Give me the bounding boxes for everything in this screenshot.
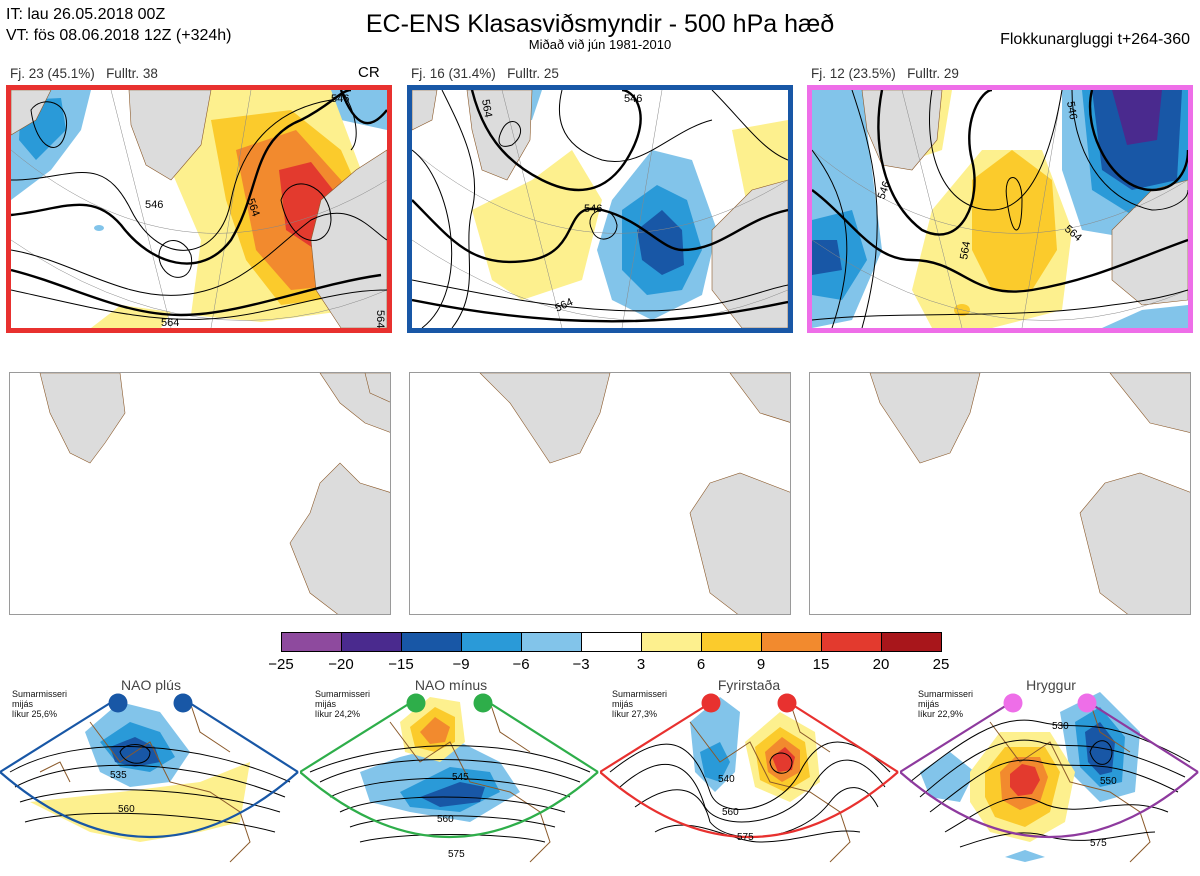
colorbar-cell — [341, 632, 402, 652]
c1-lbl-546b: 546 — [331, 93, 349, 105]
nao-plus-lbl-560: 560 — [118, 804, 135, 815]
c1-lbl-546a: 546 — [145, 199, 163, 211]
nao-minus-lbl-575: 575 — [448, 849, 465, 860]
c2-lbl-546b: 546 — [624, 93, 642, 105]
cluster1-members: Fulltr. 38 — [106, 66, 158, 81]
nao-minus-lbl-560: 560 — [437, 814, 454, 825]
colorbar-cell — [641, 632, 702, 652]
nao-minus-note: Sumarmisseri mijás líkur 24,2% — [315, 689, 371, 719]
colorbar-cell — [461, 632, 522, 652]
empty-map-1 — [9, 372, 391, 615]
fyrirstada-title: Fyrirstaða — [717, 677, 781, 693]
nao-plus-marker-right-icon — [173, 693, 193, 713]
cluster3-map: 546 564 564 546 — [807, 85, 1193, 333]
nao-minus-title: NAO mínus — [414, 677, 488, 693]
nao-minus-marker-right-icon — [473, 693, 493, 713]
colorbar-tick-label: 6 — [696, 656, 706, 673]
nao-minus-lbl-545: 545 — [452, 772, 469, 783]
colorbar-cell — [281, 632, 342, 652]
colorbar-tick-label: −25 — [268, 656, 294, 673]
cluster1-percent: Fj. 23 (45.1%) — [10, 66, 95, 81]
colorbar-cell — [581, 632, 642, 652]
fyrirstada-note: Sumarmisseri mijás líkur 27,3% — [612, 689, 668, 719]
colorbar-tick-label: −3 — [572, 656, 590, 673]
cluster1-label: Fj. 23 (45.1%) Fulltr. 38 — [10, 66, 158, 81]
forecast-times: IT: lau 26.05.2018 00Z VT: fös 08.06.201… — [6, 4, 231, 46]
nao-plus-marker-left-icon — [108, 693, 128, 713]
cluster2-members: Fulltr. 25 — [507, 66, 559, 81]
colorbar-cell — [821, 632, 882, 652]
colorbar-tick-label: −20 — [328, 656, 354, 673]
hryggur-note: Sumarmisseri mijás líkur 22,9% — [918, 689, 974, 719]
fyrirstada-lbl-575: 575 — [737, 832, 754, 843]
init-time: IT: lau 26.05.2018 00Z — [6, 6, 166, 23]
hryggur-lbl-530: 530 — [1052, 721, 1069, 732]
fyrirstada-marker-right-icon — [777, 693, 797, 713]
regime-nao-minus: 545 560 575 NAO mínus Sumarmisseri mijás… — [299, 672, 600, 871]
colorbar-cell — [401, 632, 462, 652]
page-title: EC-ENS Klasasviðsmyndir - 500 hPa hæð — [365, 10, 835, 38]
colorbar-tick-label: 9 — [756, 656, 766, 673]
colorbar-tick-label: 20 — [872, 656, 890, 673]
c2-lbl-564b: 564 — [479, 98, 494, 118]
nao-plus-lbl-535: 535 — [110, 770, 127, 781]
nao-minus-marker-left-icon — [406, 693, 426, 713]
hryggur-marker-left-icon — [1003, 693, 1023, 713]
colorbar-tick-label: 25 — [932, 656, 950, 673]
empty-map-3 — [809, 372, 1191, 615]
valid-time: VT: fös 08.06.2018 12Z (+324h) — [6, 27, 232, 44]
c2-lbl-546a: 546 — [584, 203, 602, 215]
hryggur-lbl-575: 575 — [1090, 838, 1107, 849]
nao-plus-note: Sumarmisseri mijás líkur 25,6% — [12, 689, 68, 719]
cluster3-members: Fulltr. 29 — [907, 66, 959, 81]
c3-lbl-546b: 546 — [1064, 100, 1079, 120]
colorbar-tick-label: 15 — [812, 656, 830, 673]
colorbar-cell — [881, 632, 942, 652]
colorbar-tick-label: −9 — [452, 656, 470, 673]
hryggur-marker-right-icon — [1077, 693, 1097, 713]
colorbar-tick-label: 3 — [636, 656, 646, 673]
cluster2-map: 546 546 564 564 — [407, 85, 793, 333]
cluster2-percent: Fj. 16 (31.4%) — [411, 66, 496, 81]
c2-lbl-564a: 564 — [553, 296, 575, 315]
cluster1-map: 546 564 564 546 564 — [6, 85, 392, 333]
colorbar-cell — [761, 632, 822, 652]
regime-fyrirstada: 540 560 575 Fyrirstaða Sumarmisseri mijá… — [599, 672, 900, 871]
cluster3-percent: Fj. 12 (23.5%) — [811, 66, 896, 81]
c1-lbl-564a: 564 — [161, 317, 179, 328]
anomaly-colorbar — [281, 632, 942, 652]
c1-lbl-564b: 564 — [244, 197, 262, 218]
regime-nao-plus: 535 560 NAO plús Sumarmisseri mijás líku… — [0, 672, 300, 871]
fyrirstada-lbl-560: 560 — [722, 807, 739, 818]
c3-lbl-564a: 564 — [958, 240, 973, 260]
empty-map-2 — [409, 372, 791, 615]
colorbar-tick-label: −6 — [512, 656, 530, 673]
fyrirstada-marker-left-icon — [701, 693, 721, 713]
page-subtitle: Miðað við jún 1981-2010 — [528, 37, 672, 52]
regime-hryggur: 530 550 575 Hryggur Sumarmisseri mijás l… — [899, 672, 1200, 871]
c1-lbl-564c: 564 — [374, 310, 386, 328]
nao-plus-title: NAO plús — [121, 677, 181, 693]
cluster-window: Flokkunargluggi t+264-360 — [1000, 31, 1190, 48]
fyrirstada-lbl-540: 540 — [718, 774, 735, 785]
cluster2-label: Fj. 16 (31.4%) Fulltr. 25 — [411, 66, 559, 81]
hryggur-title: Hryggur — [1026, 677, 1076, 693]
c3-lbl-546a: 546 — [876, 180, 894, 201]
hryggur-lbl-550: 550 — [1100, 776, 1117, 787]
cluster1-tag: CR — [358, 64, 380, 81]
colorbar-cell — [701, 632, 762, 652]
colorbar-cell — [521, 632, 582, 652]
cluster3-label: Fj. 12 (23.5%) Fulltr. 29 — [811, 66, 959, 81]
colorbar-tick-label: −15 — [388, 656, 414, 673]
